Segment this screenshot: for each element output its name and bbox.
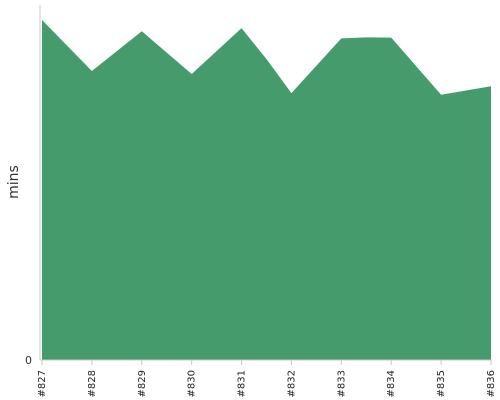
y-axis-label: mins [6,165,22,199]
x-tick-label: #833 [336,370,347,397]
x-tick-label: #827 [37,370,48,397]
x-tick-label: #831 [237,370,248,397]
x-tick-label: #828 [87,370,98,397]
x-tick-label: #835 [436,370,447,397]
x-ticks: #827 #828 #829 #830 #831 #832 #833 #834 #835 #836 [37,360,497,397]
y-ticks: 0 [25,354,32,367]
x-tick-label: #829 [137,370,148,397]
x-tick-label: #830 [187,370,198,397]
x-tick-label: #834 [386,370,397,397]
area-series-fill [42,20,491,360]
area-layer [42,20,491,360]
y-tick-label: 0 [25,354,32,367]
x-tick-label: #836 [486,370,497,397]
x-tick-label: #832 [286,370,297,397]
